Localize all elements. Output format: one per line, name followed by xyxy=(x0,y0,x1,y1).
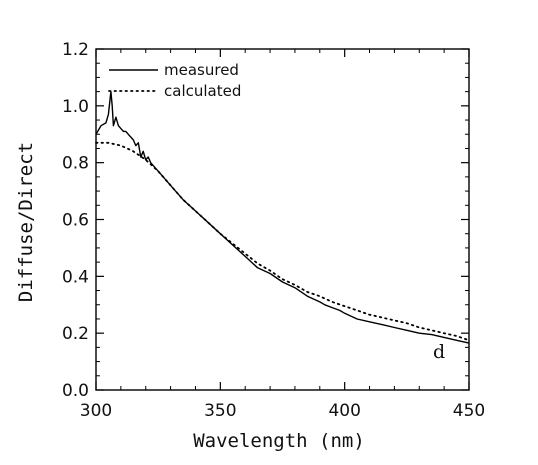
legend-calculated-label: calculated xyxy=(164,82,241,100)
y-tick-label: 0.0 xyxy=(62,381,89,401)
x-tick-label: 400 xyxy=(328,401,360,421)
y-tick-label: 0.8 xyxy=(62,154,89,174)
x-axis-title: Wavelength (nm) xyxy=(193,430,365,452)
panel-label: d xyxy=(433,341,445,363)
y-tick-label: 1.2 xyxy=(62,40,89,60)
x-tick-label: 300 xyxy=(80,401,112,421)
y-axis-title: Diffuse/Direct xyxy=(15,142,37,302)
x-tick-label: 450 xyxy=(453,401,485,421)
y-tick-label: 0.6 xyxy=(62,211,89,231)
y-tick-label: 0.4 xyxy=(62,267,89,287)
y-tick-label: 0.2 xyxy=(62,324,89,344)
series-line-measured xyxy=(95,90,470,344)
x-tick-label: 350 xyxy=(204,401,236,421)
y-tick-label: 1.0 xyxy=(62,97,89,117)
ticks-group: 300 350 400 450 0.0 0.2 0.4 0.6 0.8 1.0 1.2 xyxy=(62,40,485,421)
series-line-calculated xyxy=(95,141,470,342)
legend-measured-label: measured xyxy=(164,61,239,79)
series-group xyxy=(95,90,470,344)
legend: measured calculated xyxy=(108,61,241,100)
